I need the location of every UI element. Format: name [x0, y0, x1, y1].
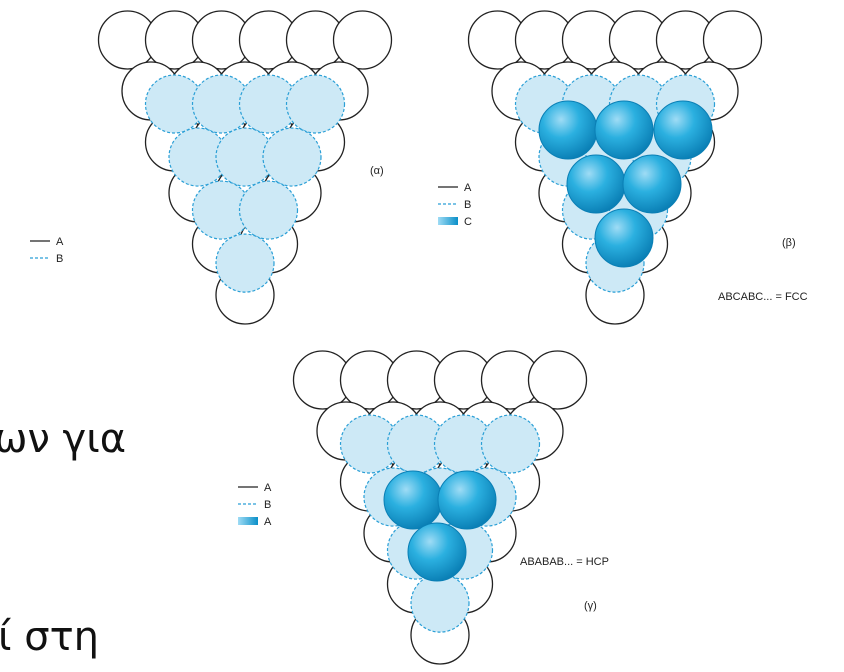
sphere-c [595, 209, 653, 267]
sphere-c [623, 155, 681, 213]
legend-label: A [264, 516, 272, 528]
sphere-c [539, 101, 597, 159]
legend-label: A [464, 182, 472, 194]
legend-swatch [238, 517, 258, 525]
legend-label: B [264, 499, 271, 511]
diagram: ABABCABA ων για ί στη (α) (β) ABCABC... … [0, 0, 844, 672]
legend-label: A [56, 236, 64, 248]
sphere-a-top [408, 523, 466, 581]
sphere-a [704, 11, 762, 69]
panel-label: (β) [782, 237, 796, 249]
slide-text: ί στη [0, 614, 99, 660]
sphere-c [595, 101, 653, 159]
sphere-a [334, 11, 392, 69]
legend-label: A [264, 482, 272, 494]
sphere-b [482, 415, 540, 473]
packing [294, 351, 587, 664]
legend-label: B [464, 199, 471, 211]
legend-swatch [438, 217, 458, 225]
packing [469, 11, 762, 324]
sphere-a-top [438, 471, 496, 529]
panel-caption: ABCABC... = FCC [718, 291, 808, 303]
sphere-c [654, 101, 712, 159]
legend-label: B [56, 253, 63, 265]
sphere-a [529, 351, 587, 409]
sphere-b [216, 234, 274, 292]
sphere-c [567, 155, 625, 213]
slide-text: ων για [0, 416, 126, 462]
panel-label: (α) [370, 165, 384, 177]
packing [99, 11, 392, 324]
sphere-b [411, 574, 469, 632]
sphere-b [287, 75, 345, 133]
panel-label: (γ) [584, 600, 597, 612]
sphere-a-top [384, 471, 442, 529]
legend-label: C [464, 216, 472, 228]
panel-caption: ABABAB... = HCP [520, 556, 609, 568]
sphere-b [263, 128, 321, 186]
sphere-b [240, 181, 298, 239]
